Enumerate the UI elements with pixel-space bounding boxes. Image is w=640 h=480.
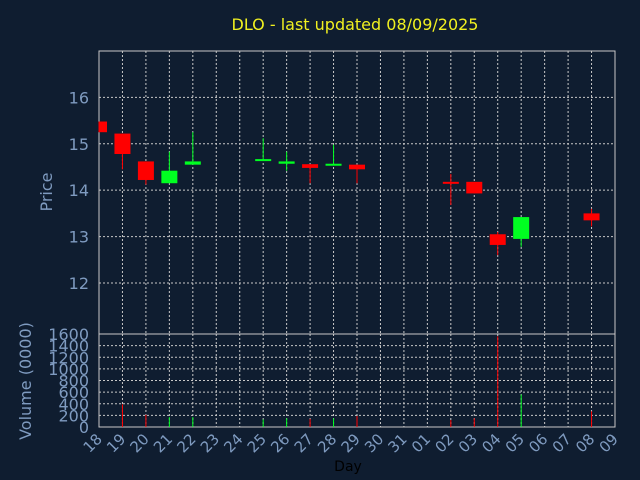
price-axis-label: Price (37, 172, 56, 211)
candle-body (302, 164, 319, 168)
candle-body (442, 181, 459, 184)
volume-y-tick-label: 400 (58, 395, 89, 414)
candle-body (137, 161, 154, 180)
candle-body (114, 133, 131, 154)
price-y-tick-label: 13 (69, 228, 89, 247)
price-y-tick-label: 15 (69, 135, 89, 154)
x-tick-labels: 1819202122232425262728293031010203040506… (80, 430, 622, 456)
candle-19 (114, 133, 131, 170)
price-y-tick-labels: 12 13 14 15 16 (69, 88, 89, 293)
price-y-tick-label: 12 (69, 274, 89, 293)
candle-body (99, 121, 107, 133)
candle-20 (137, 161, 154, 185)
candle-26 (278, 151, 295, 171)
candle-body (184, 161, 201, 165)
candle-05 (513, 217, 530, 247)
volume-axis-label: Volume (0000) (16, 322, 35, 440)
candle-body (161, 170, 178, 184)
candle-08 (583, 208, 600, 227)
volume-y-tick-label: 1600 (48, 325, 89, 344)
candle-02 (442, 173, 459, 206)
volume-y-tick-label: 0 (79, 418, 89, 437)
chart-title: DLO - last updated 08/09/2025 (232, 15, 479, 34)
volume-y-tick-label: 1000 (48, 360, 89, 379)
volume-y-tick-label: 800 (58, 372, 89, 391)
price-grid (98, 51, 616, 334)
volume-grid (98, 333, 616, 428)
candle-21 (161, 151, 178, 184)
candle-18 (98, 121, 107, 133)
candle-25 (255, 138, 272, 162)
price-y-tick-label: 14 (69, 181, 89, 200)
candle-body (278, 161, 295, 164)
price-y-tick-label: 16 (69, 88, 89, 107)
candle-28 (325, 144, 342, 166)
candle-body (583, 213, 600, 221)
volume-y-tick-label: 200 (58, 406, 89, 425)
candle-body (349, 164, 365, 170)
x-axis-label: Day (334, 459, 362, 475)
volume-bars (121, 336, 593, 427)
candle-04 (489, 231, 506, 256)
candle-29 (349, 164, 365, 184)
candle-22 (184, 132, 201, 165)
candle-body (325, 163, 342, 166)
candle-body (513, 217, 530, 239)
candle-27 (302, 164, 319, 184)
candle-body (466, 181, 483, 194)
volume-y-tick-label: 1200 (48, 348, 89, 367)
volume-y-tick-label: 600 (58, 383, 89, 402)
candle-body (489, 234, 506, 245)
candle-body (255, 159, 272, 162)
volume-y-tick-label: 1400 (48, 337, 89, 356)
price-panel: 12 13 14 15 16 Price (37, 50, 616, 335)
candle-03 (466, 181, 483, 194)
price-candles (98, 121, 600, 256)
